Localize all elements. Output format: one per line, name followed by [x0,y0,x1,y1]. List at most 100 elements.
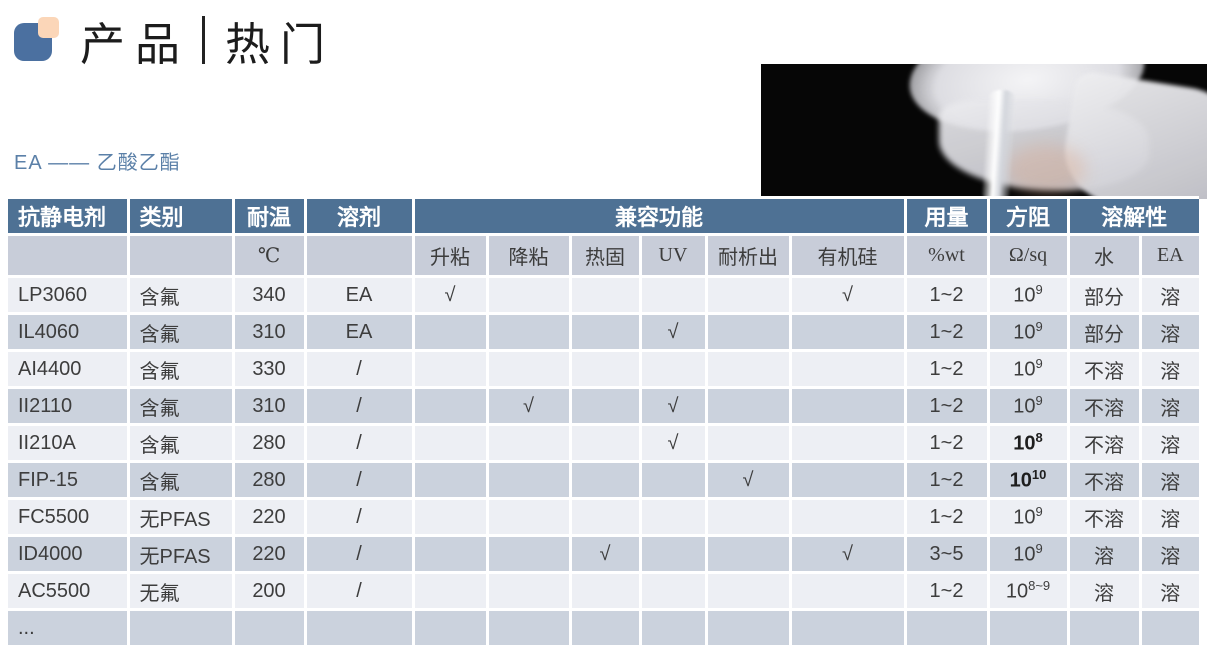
resistance-base: 10 [1013,543,1036,566]
resistance-base: 10 [1013,284,1036,307]
product-name-cell: IL4060 [8,312,130,352]
photo-warm-highlight [1006,144,1086,194]
check-cell [638,349,708,389]
check-cell [788,423,907,463]
resistance-cell: 109 [986,497,1070,537]
check-cell [638,460,708,500]
ea-solubility-cell: 溶 [1138,312,1200,352]
category-cell: 无氟 [126,571,235,611]
resistance-base: 10 [1013,506,1036,529]
table-header-row: 抗静电剂 类别 耐温 溶剂 兼容功能 用量 方阻 溶解性 [8,196,1200,236]
resistance-cell [986,608,1070,648]
check-cell [485,275,572,315]
water-solubility-cell: 溶 [1066,571,1142,611]
check-cell [788,312,907,352]
check-cell [638,534,708,574]
col-header-dosage: 用量 [903,196,990,236]
resistance-base: 10 [1013,321,1036,344]
col-header-compatible-functions: 兼容功能 [411,196,907,236]
category-cell: 含氟 [126,275,235,315]
check-cell [788,386,907,426]
solvent-cell: / [303,497,415,537]
dosage-cell: 1~2 [903,349,990,389]
product-name-cell: FC5500 [8,497,130,537]
solvent-cell: EA [303,275,415,315]
subheader-func-silicone: 有机硅 [788,233,907,278]
temp-cell: 340 [231,275,307,315]
dosage-cell: 1~2 [903,460,990,500]
water-solubility-cell [1066,608,1142,648]
check-cell: √ [638,312,708,352]
check-cell: √ [788,534,907,574]
ea-solubility-cell: 溶 [1138,349,1200,389]
check-cell [638,497,708,537]
resistance-exponent: 9 [1035,356,1043,372]
water-solubility-cell: 不溶 [1066,349,1142,389]
check-cell [704,312,792,352]
solvent-cell: / [303,534,415,574]
water-solubility-cell: 不溶 [1066,497,1142,537]
check-cell: √ [704,460,792,500]
table-row: LP3060 含氟 340 EA √ √ 1~2 109 部分 溶 [8,275,1200,315]
check-cell [568,423,642,463]
check-cell [411,534,489,574]
resistance-cell: 109 [986,349,1070,389]
check-cell [788,460,907,500]
check-cell [568,497,642,537]
page-title: 产品 热门 [80,8,335,72]
check-cell [638,608,708,648]
check-cell [788,497,907,537]
solvent-cell: / [303,423,415,463]
check-cell [568,460,642,500]
dosage-cell: 3~5 [903,534,990,574]
water-solubility-cell: 不溶 [1066,460,1142,500]
table-row: AI4400 含氟 330 / 1~2 109 不溶 溶 [8,349,1200,389]
resistance-cell: 109 [986,386,1070,426]
table-row: II2110 含氟 310 / √ √ 1~2 109 不溶 溶 [8,386,1200,426]
check-cell [485,534,572,574]
subheader-func-thermoset: 热固 [568,233,642,278]
check-cell [411,423,489,463]
ea-solubility-cell: 溶 [1138,534,1200,574]
check-cell [704,275,792,315]
check-cell [485,312,572,352]
ea-solubility-cell: 溶 [1138,275,1200,315]
category-cell [126,608,235,648]
resistance-cell: 108 [986,423,1070,463]
table-row-more: ... [8,608,1200,648]
check-cell [411,312,489,352]
resistance-cell: 1010 [986,460,1070,500]
subheader-ea: EA [1138,233,1200,278]
category-cell: 含氟 [126,312,235,352]
dosage-cell [903,608,990,648]
table-subheader-row: ℃ 升粘 降粘 热固 UV 耐析出 有机硅 %wt Ω/sq 水 EA [8,233,1200,278]
check-cell [568,386,642,426]
check-cell [638,275,708,315]
water-solubility-cell: 部分 [1066,275,1142,315]
check-cell [568,275,642,315]
resistance-cell: 108~9 [986,571,1070,611]
subheader-func-viscosity-up: 升粘 [411,233,489,278]
col-header-solubility: 溶解性 [1066,196,1200,236]
subheader-resistance-unit: Ω/sq [986,233,1070,278]
section-subtitle: EA —— 乙酸乙酯 [14,152,181,174]
resistance-exponent: 8 [1035,430,1043,446]
col-header-category: 类别 [126,196,235,236]
check-cell [411,608,489,648]
ea-solubility-cell: 溶 [1138,423,1200,463]
product-name-cell: FIP-15 [8,460,130,500]
ea-solubility-cell: 溶 [1138,386,1200,426]
subheader-func-precipitation-resistant: 耐析出 [704,233,792,278]
title-divider [202,16,206,64]
check-cell [638,571,708,611]
water-solubility-cell: 不溶 [1066,386,1142,426]
dosage-cell: 1~2 [903,275,990,315]
col-header-sheet-resistance: 方阻 [986,196,1070,236]
check-cell [411,386,489,426]
dosage-cell: 1~2 [903,497,990,537]
solvent-cell: / [303,460,415,500]
temp-cell: 280 [231,423,307,463]
resistance-cell: 109 [986,534,1070,574]
table-row: FC5500 无PFAS 220 / 1~2 109 不溶 溶 [8,497,1200,537]
category-cell: 含氟 [126,460,235,500]
